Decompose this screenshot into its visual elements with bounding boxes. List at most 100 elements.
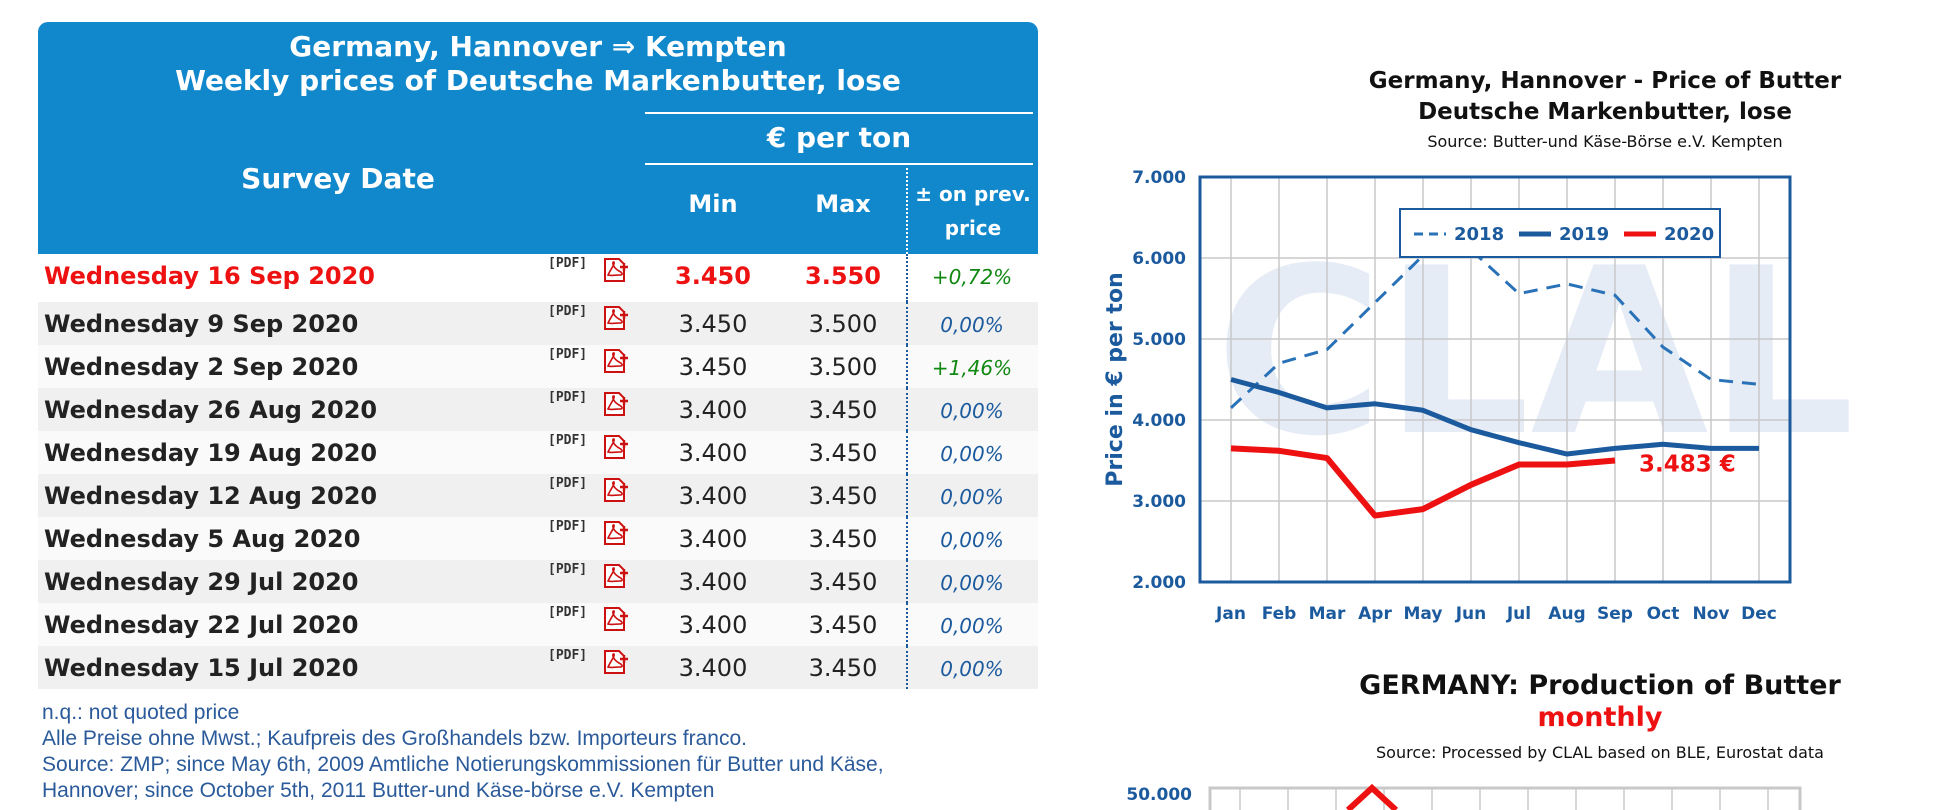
- production-chart: 50.000: [1126, 783, 1802, 810]
- min-price: 3.400: [678, 439, 748, 467]
- column-divider: [906, 163, 908, 254]
- plot-border: [1208, 786, 1802, 810]
- pdf-icon[interactable]: [603, 306, 629, 330]
- prev-header-line1: ± on prev.: [915, 182, 1031, 206]
- survey-date: Wednesday 19 Aug 2020: [44, 439, 378, 467]
- watermark-logo: CLAL: [1215, 220, 1855, 487]
- table-row: Wednesday 22 Jul 2020 [PDF] 3.400 3.450 0,00…: [38, 603, 1038, 646]
- pdf-icon[interactable]: [603, 392, 629, 416]
- survey-date: Wednesday 12 Aug 2020: [44, 482, 378, 510]
- pdf-icon[interactable]: [603, 258, 629, 282]
- table-row: Wednesday 19 Aug 2020 [PDF] 3.400 3.450 0,00…: [38, 431, 1038, 474]
- x-tick-label: Sep: [1597, 604, 1633, 624]
- note-line: Hannover; since October 5th, 2011 Butter…: [42, 779, 715, 802]
- max-price: 3.500: [808, 353, 878, 381]
- plot-border: [1198, 175, 1792, 584]
- table-body: Wednesday 16 Sep 2020 [PDF] 3.450 3.550 +0,7…: [38, 254, 1038, 689]
- min-price: 3.400: [678, 396, 748, 424]
- chart-source: Source: Butter-und Käse-Börse e.V. Kempt…: [1427, 132, 1783, 151]
- table-row: Wednesday 2 Sep 2020 [PDF] 3.450 3.500 +1,46…: [38, 345, 1038, 388]
- min-price: 3.400: [678, 611, 748, 639]
- max-header: Max: [815, 190, 871, 218]
- y-axis-label: Price in € per ton: [1103, 272, 1128, 486]
- x-tick-label: Nov: [1693, 604, 1730, 624]
- column-divider: [906, 431, 908, 474]
- prev-header-line2: price: [944, 216, 1002, 240]
- survey-date: Wednesday 2 Sep 2020: [44, 353, 359, 381]
- production-chart-source: Source: Processed by CLAL based on BLE, …: [1376, 743, 1824, 762]
- price-change: +0,72%: [931, 265, 1013, 289]
- note-line: Source: ZMP; since May 6th, 2009 Amtlich…: [42, 753, 884, 776]
- pdf-icon[interactable]: [603, 521, 629, 545]
- max-price: 3.450: [808, 525, 878, 553]
- column-divider: [906, 560, 908, 603]
- table-row: Wednesday 26 Aug 2020 [PDF] 3.400 3.450 0,00…: [38, 388, 1038, 431]
- pdf-link[interactable]: [PDF]: [548, 347, 588, 362]
- pdf-icon[interactable]: [603, 435, 629, 459]
- survey-date: Wednesday 26 Aug 2020: [44, 396, 378, 424]
- survey-date: Wednesday 9 Sep 2020: [44, 310, 359, 338]
- min-price: 3.400: [678, 654, 748, 682]
- max-price: 3.450: [808, 482, 878, 510]
- table-title: Germany, Hannover ⇒ Kempten: [289, 30, 787, 63]
- column-divider: [906, 517, 908, 560]
- table-row: Wednesday 12 Aug 2020 [PDF] 3.400 3.450 0,00…: [38, 474, 1038, 517]
- pdf-link[interactable]: [PDF]: [548, 256, 588, 271]
- survey-date: Wednesday 29 Jul 2020: [44, 568, 359, 596]
- max-price: 3.500: [808, 310, 878, 338]
- column-divider: [906, 646, 908, 689]
- survey-date: Wednesday 22 Jul 2020: [44, 611, 359, 639]
- pdf-icon[interactable]: [603, 564, 629, 588]
- series-2018-line: [1229, 248, 1760, 409]
- last-value-annotation: 3.483 €: [1639, 452, 1736, 478]
- x-tick-label: Apr: [1358, 604, 1392, 624]
- y-tick-label: 2.000: [1132, 573, 1186, 593]
- max-price: 3.450: [808, 396, 878, 424]
- pdf-link[interactable]: [PDF]: [548, 519, 588, 534]
- x-tick-label: Aug: [1548, 604, 1585, 624]
- column-divider: [906, 474, 908, 517]
- pdf-link[interactable]: [PDF]: [548, 476, 588, 491]
- price-change: 0,00%: [940, 442, 1004, 466]
- header-divider: [645, 163, 1033, 165]
- column-divider: [906, 388, 908, 431]
- table-row: Wednesday 16 Sep 2020 [PDF] 3.450 3.550 +0,7…: [38, 254, 1038, 302]
- y-tick-label: 7.000: [1132, 168, 1186, 188]
- table-row: Wednesday 9 Sep 2020 [PDF] 3.450 3.500 0,00%: [38, 302, 1038, 345]
- min-price: 3.450: [678, 310, 748, 338]
- pdf-link[interactable]: [PDF]: [548, 605, 588, 620]
- legend-label-2019: 2019: [1559, 224, 1609, 245]
- pdf-icon[interactable]: [603, 650, 629, 674]
- pdf-link[interactable]: [PDF]: [548, 304, 588, 319]
- price-change: 0,00%: [940, 313, 1004, 337]
- price-change: 0,00%: [940, 528, 1004, 552]
- column-divider: [906, 345, 908, 388]
- legend-label-2018: 2018: [1454, 224, 1504, 245]
- min-price: 3.400: [678, 525, 748, 553]
- min-price: 3.400: [678, 482, 748, 510]
- pdf-icon[interactable]: [603, 607, 629, 631]
- survey-date: Wednesday 16 Sep 2020: [44, 262, 376, 290]
- pdf-link[interactable]: [PDF]: [548, 648, 588, 663]
- column-divider: [906, 302, 908, 345]
- pdf-link[interactable]: [PDF]: [548, 390, 588, 405]
- price-change: 0,00%: [940, 485, 1004, 509]
- table-row: Wednesday 15 Jul 2020 [PDF] 3.400 3.450 0,00…: [38, 646, 1038, 689]
- min-price: 3.400: [678, 568, 748, 596]
- price-chart: CLAL 2.000 3.000 4.000 5.000 6.000 7.000 Jan Feb…: [1103, 168, 1855, 624]
- series-2020-line: [1230, 445, 1616, 519]
- pdf-link[interactable]: [PDF]: [548, 433, 588, 448]
- note-line: n.q.: not quoted price: [42, 701, 240, 724]
- x-tick-label: Jul: [1506, 604, 1531, 624]
- x-tick-label: Jun: [1455, 604, 1487, 624]
- y-tick-label: 6.000: [1132, 249, 1186, 269]
- column-divider: [906, 254, 908, 302]
- pdf-icon[interactable]: [603, 478, 629, 502]
- pdf-icon[interactable]: [603, 349, 629, 373]
- price-change: 0,00%: [940, 657, 1004, 681]
- table-notes: n.q.: not quoted price Alle Preise ohne …: [42, 700, 1022, 804]
- x-tick-label: Feb: [1262, 604, 1297, 624]
- max-price: 3.450: [808, 568, 878, 596]
- pdf-link[interactable]: [PDF]: [548, 562, 588, 577]
- note-line: Alle Preise ohne Mwst.; Kaufpreis des Gr…: [42, 727, 747, 750]
